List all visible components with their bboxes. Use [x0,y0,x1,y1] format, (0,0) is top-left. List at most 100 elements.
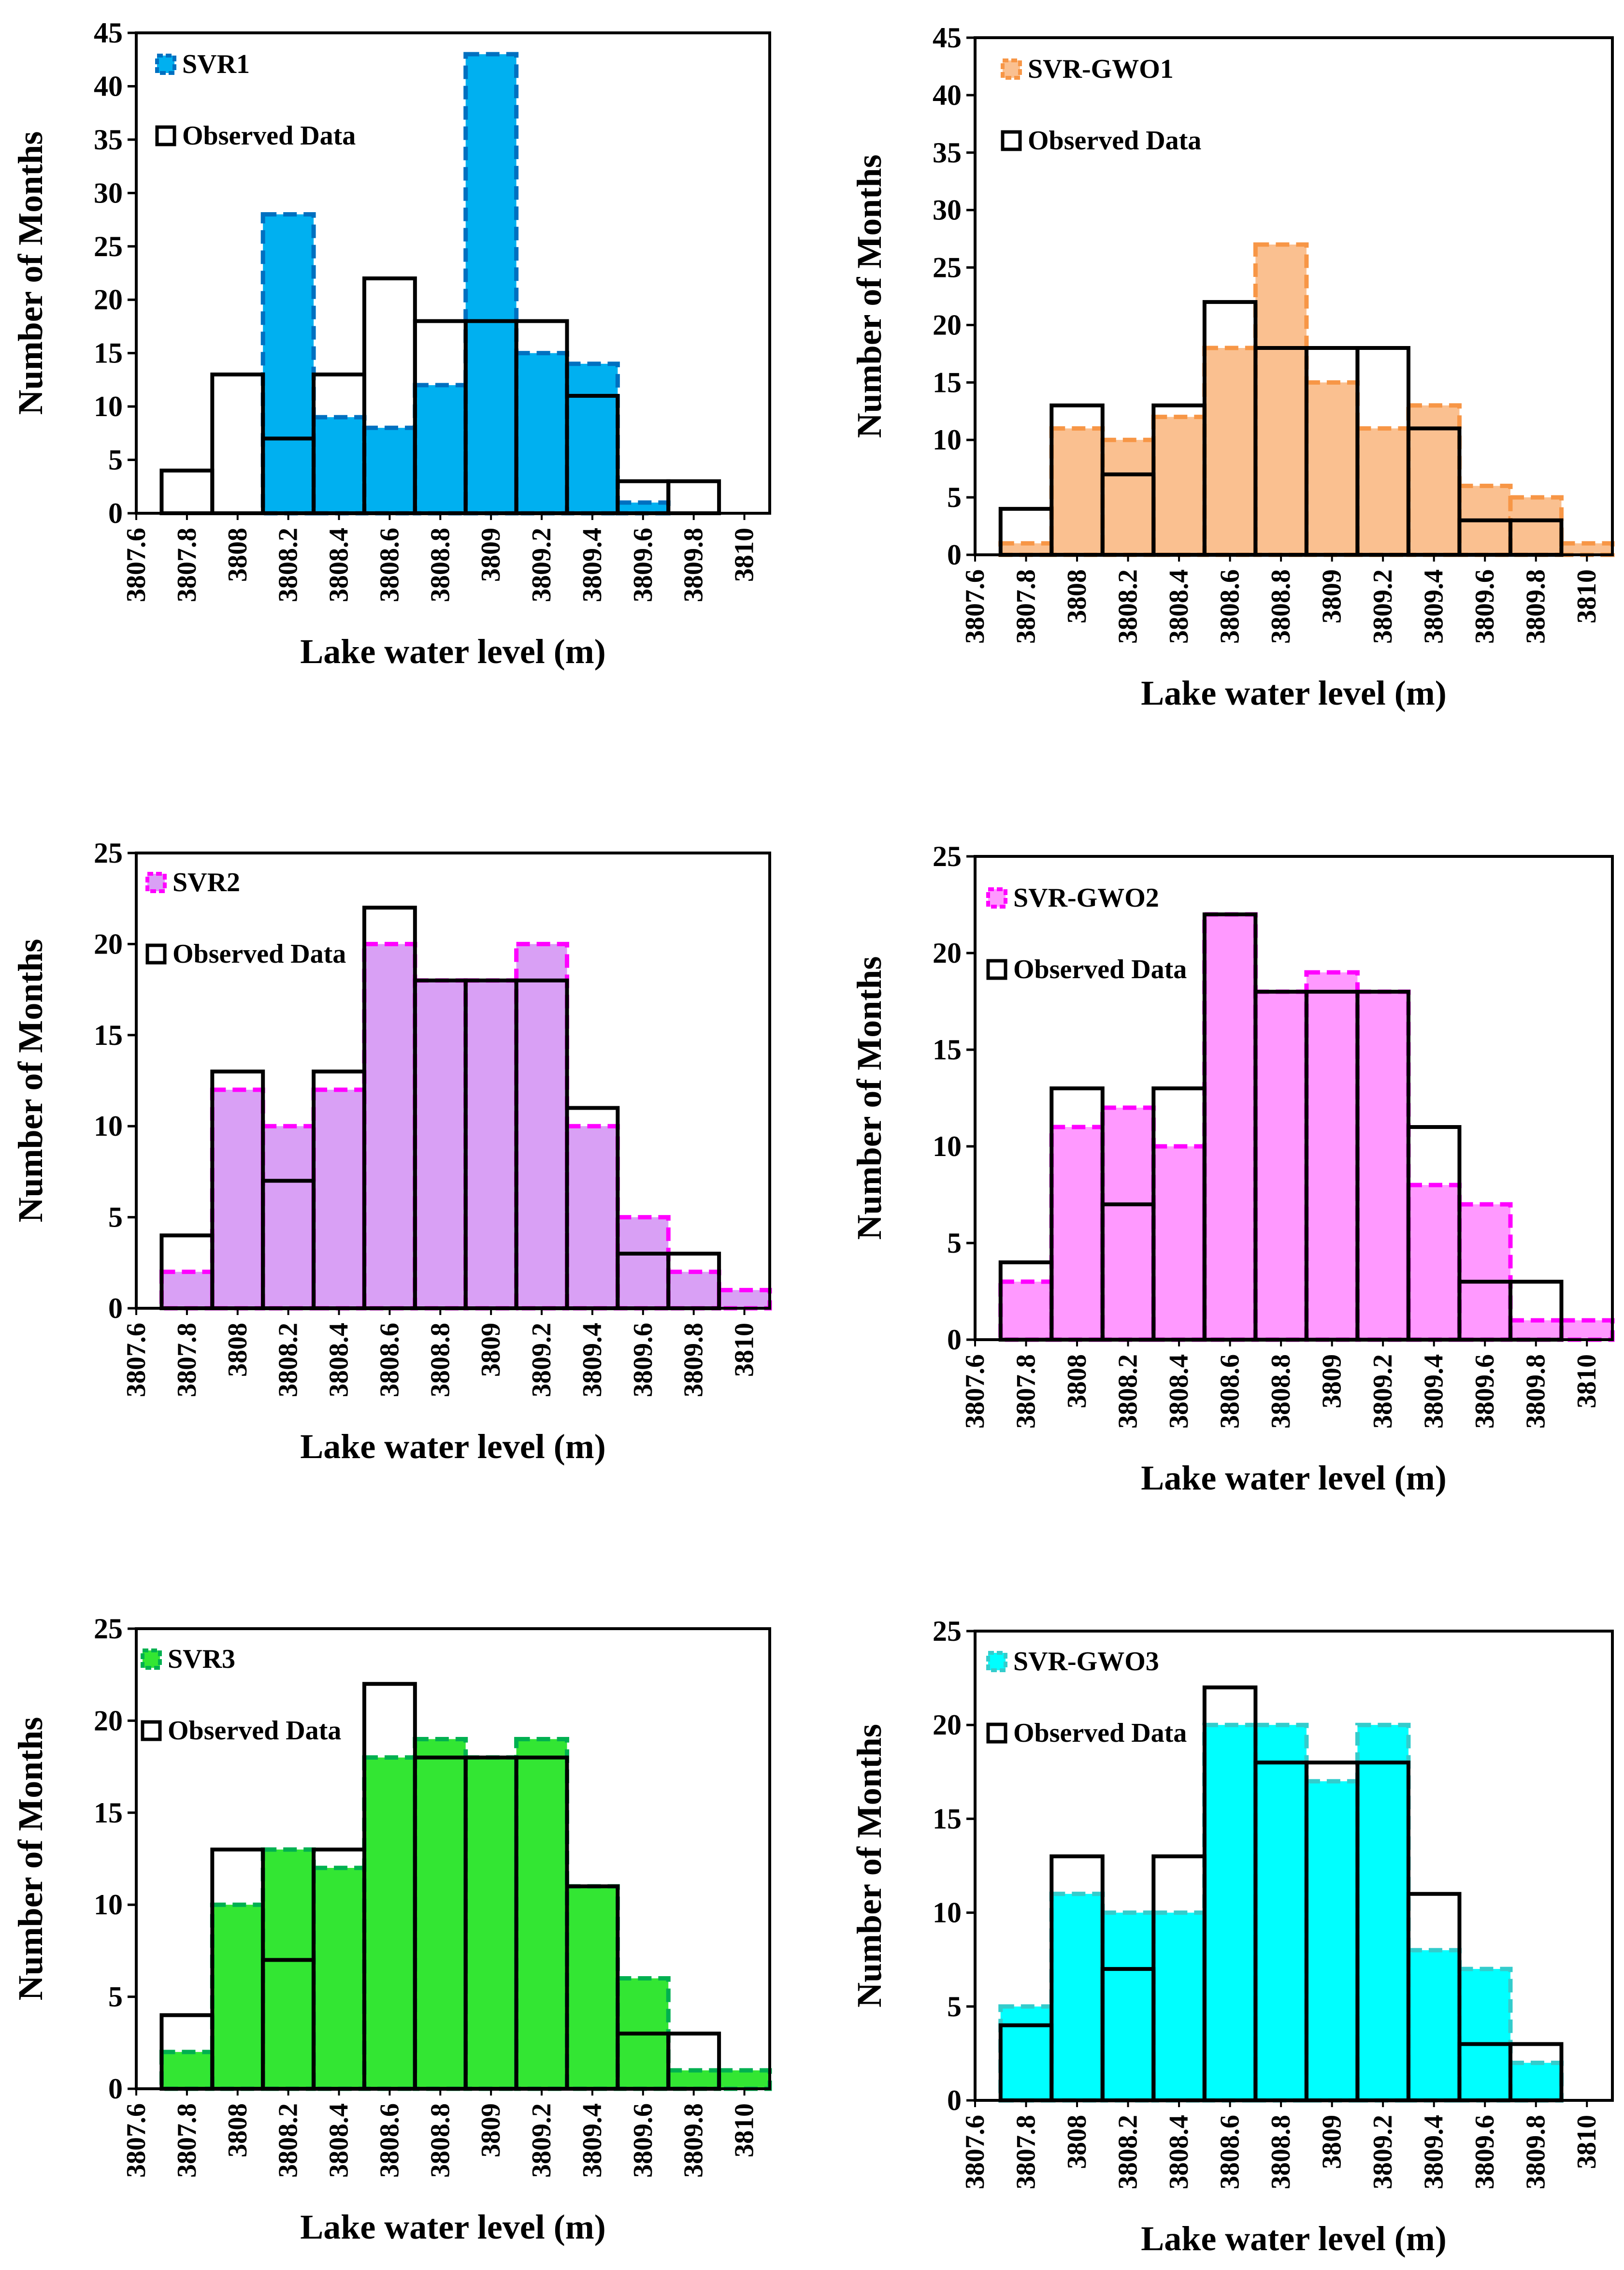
x-tick-label: 3808 [1062,569,1092,623]
bar-svr2-3809 [463,978,519,1311]
bar-svr-gwo1-3808.2 [1100,437,1156,557]
x-tick-label: 3808.2 [1113,2115,1143,2189]
bar-svr2-3808 [210,1087,265,1311]
x-tick-label: 3809.4 [1419,2115,1449,2189]
x-axis-label: Lake water level (m) [1141,2219,1446,2258]
x-tick-label: 3807.6 [960,1354,990,1429]
y-tick-label: 20 [94,1705,123,1736]
y-tick-label: 15 [94,1797,123,1829]
legend-swatch-svr2 [145,872,167,893]
x-tick-label: 3807.8 [172,1323,202,1397]
x-tick-label: 3809.2 [1368,569,1398,644]
x-tick-label: 3808.8 [1266,2115,1296,2189]
y-tick-label: 10 [94,390,123,422]
x-tick-label: 3808.4 [1164,1354,1194,1429]
x-tick-label: 3807.6 [121,528,151,602]
x-tick-label: 3810 [730,528,760,582]
x-tick-label: 3808.6 [374,528,404,602]
x-tick-label: 3809 [1317,569,1347,623]
bar-svr2-3808.4 [311,1087,367,1311]
bar-svr3-3808 [210,1902,265,2091]
plot-frame [135,852,771,1310]
bar-svr-gwo1-3808.8 [1253,242,1309,557]
x-tick-label: 3807.6 [121,1323,151,1397]
y-tick-label: 40 [933,79,962,111]
y-tick-label: 25 [933,1615,962,1647]
bar-svr2-3809.8 [666,1270,721,1311]
x-tick-label: 3808.2 [1113,569,1143,644]
bar-svr-gwo2-3808 [1049,1125,1105,1342]
y-tick-label: 30 [933,194,962,226]
legend-label-observed: Observed Data [168,1716,341,1746]
bar-svr2-3808.8 [413,978,468,1311]
bar-svr-gwo3-3807.8 [998,2004,1054,2103]
y-tick-label: 15 [933,1034,962,1066]
bar-svr-gwo3-3808.8 [1253,1722,1309,2103]
x-tick-label: 3810 [1572,569,1602,623]
bar-svr-gwo3-3808.4 [1151,1910,1207,2103]
y-axis-label: Number of Months [11,1717,50,2001]
y-tick-label: 45 [933,22,962,54]
y-tick-label: 30 [94,177,123,209]
plot-frame [974,36,1614,556]
y-tick-label: 15 [933,366,962,398]
legend-swatch-svr-gwo3 [986,1651,1007,1672]
chart-panel-2: 0 5 10 15 20 25 30 35 40 45 3807.6 3807.8 3808 3808.2… [850,22,1615,712]
y-tick-label: 25 [933,840,962,872]
legend-swatch-observed [986,1722,1007,1744]
bar-svr3-3808.8 [413,1736,468,2091]
x-tick-label: 3809.8 [1521,569,1551,644]
bar-svr1-3809.2 [514,351,569,516]
chart-panel-1: 0 5 10 15 20 25 30 35 40 45 3807.6 3807.8 3808 3808.2… [11,17,771,671]
x-tick-label: 3808 [223,2103,253,2157]
legend-swatch-observed [145,943,167,965]
y-tick-label: 40 [94,70,123,102]
legend-label-svr-gwo2: SVR-GWO2 [1013,883,1159,913]
bar-svr3-3809 [463,1755,519,2091]
y-tick-label: 20 [94,928,123,960]
x-tick-label: 3808.8 [425,2103,455,2178]
bar-observed-3808 [210,372,265,515]
plot-frame [135,1627,771,2090]
x-tick-label: 3810 [730,1323,760,1377]
bar-svr3-3810 [717,2068,772,2091]
bar-svr-gwo1-3808.6 [1202,346,1258,557]
x-tick-label: 3808.4 [324,1323,354,1397]
bar-svr-gwo2-3810 [1559,1318,1615,1342]
bar-svr3-3809.2 [514,1736,569,2091]
bar-svr-gwo3-3809.4 [1406,1948,1462,2103]
x-tick-label: 3807.8 [1011,2115,1041,2189]
bar-svr1-3808.4 [311,415,367,516]
bar-svr2-3807.8 [159,1270,215,1311]
x-tick-label: 3809.4 [577,1323,607,1397]
y-tick-label: 20 [94,284,123,316]
bar-svr-gwo2-3808.8 [1253,989,1309,1342]
bar-svr-gwo1-3809.2 [1355,426,1411,557]
bar-svr-gwo3-3808 [1049,1892,1105,2103]
bar-svr-gwo3-3809.2 [1355,1722,1411,2103]
x-tick-label: 3808.2 [273,528,303,602]
x-tick-label: 3809.6 [628,1323,658,1397]
bar-svr3-3808.4 [311,1865,367,2091]
bar-svr-gwo2-3809.6 [1457,1202,1513,1342]
bar-svr1-3808.8 [413,383,468,516]
y-tick-label: 10 [94,1110,123,1142]
legend-swatch-svr1 [155,54,176,75]
x-tick-label: 3810 [730,2103,760,2157]
y-tick-label: 10 [933,424,962,456]
y-tick-label: 15 [94,1019,123,1051]
bar-svr-gwo1-3808 [1049,426,1105,557]
x-tick-label: 3808.2 [1113,1354,1143,1429]
y-tick-label: 10 [94,1889,123,1921]
x-tick-label: 3809.2 [527,1323,557,1397]
x-tick-label: 3808.4 [324,2103,354,2178]
x-tick-label: 3808.8 [425,528,455,602]
y-tick-label: 45 [94,17,123,49]
x-tick-label: 3807.6 [960,2115,990,2189]
bar-svr-gwo3-3808.2 [1100,1910,1156,2103]
bar-svr-gwo2-3807.8 [998,1279,1054,1342]
bar-svr-gwo3-3809.6 [1457,1966,1513,2103]
legend-label-observed: Observed Data [1013,954,1187,984]
x-tick-label: 3808.6 [374,2103,404,2178]
bar-svr-gwo1-3810 [1559,541,1615,557]
